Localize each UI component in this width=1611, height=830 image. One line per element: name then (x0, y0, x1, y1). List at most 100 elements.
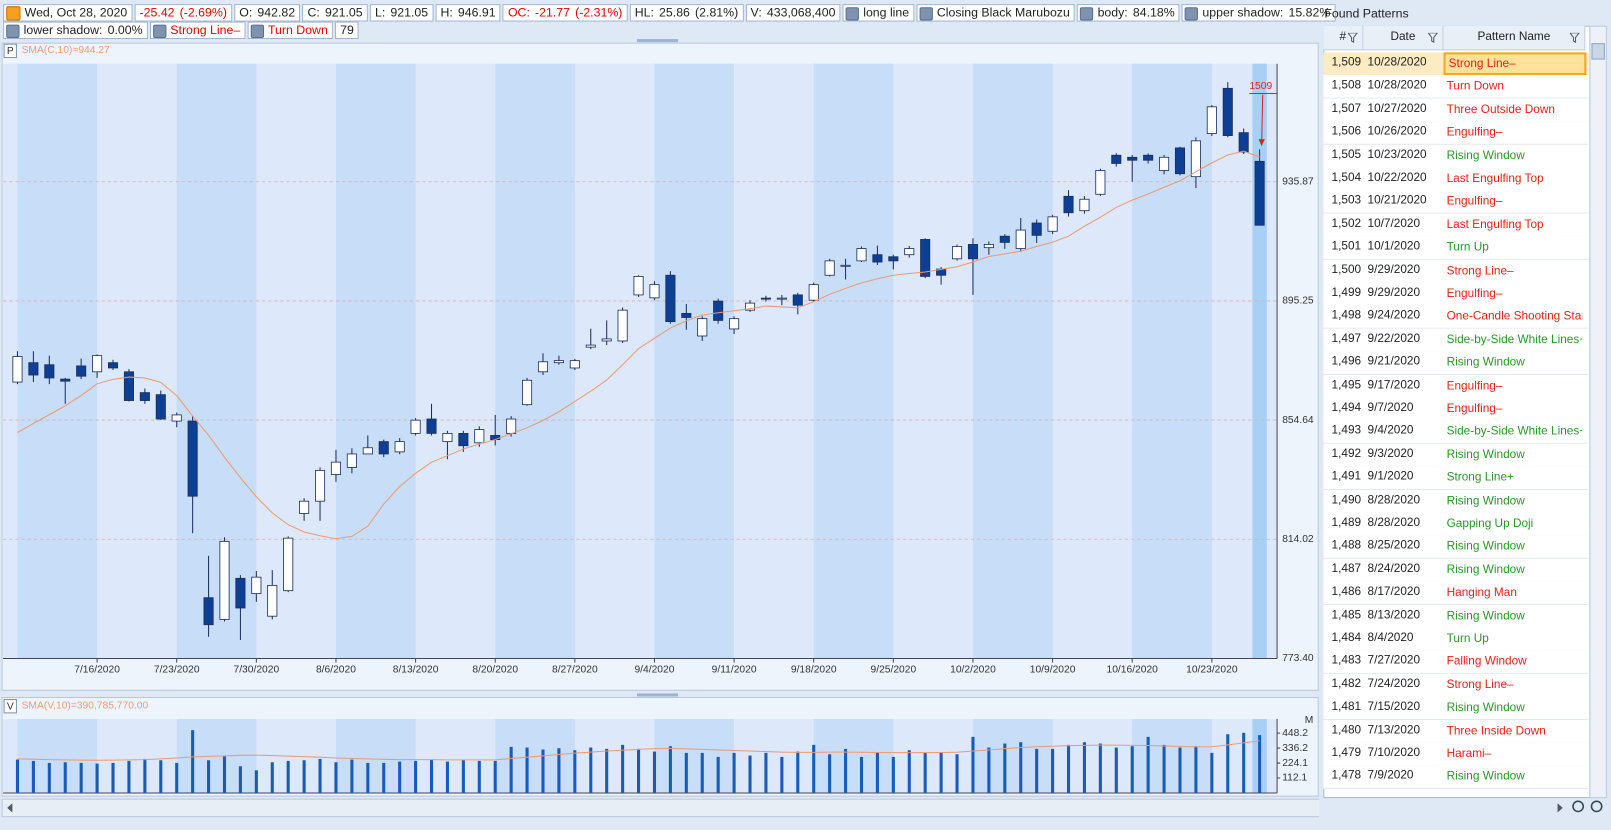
pattern-name: Three Inside Down (1446, 724, 1546, 738)
v-scrollbar[interactable] (1589, 25, 1607, 799)
zoom-in[interactable] (1590, 800, 1603, 813)
volume-bar (111, 762, 115, 794)
row-number: 1,488 (1331, 539, 1362, 553)
row-number: 1,506 (1331, 125, 1362, 138)
info-text: L: (374, 5, 386, 20)
info-text: 84.18% (1132, 5, 1175, 20)
volume-bar (1242, 732, 1246, 794)
x-tick-label: 8/20/2020 (472, 664, 518, 675)
volume-bar (1051, 748, 1055, 794)
info-box: H: 946.91 (435, 4, 501, 22)
candle-body (856, 248, 867, 262)
row-number: 1,480 (1331, 723, 1362, 737)
volume-bar (445, 761, 449, 794)
row-date: 10/21/2020 (1367, 194, 1427, 207)
column-header[interactable]: # (1323, 25, 1364, 51)
week-band (654, 63, 735, 659)
pattern-name: Rising Window (1446, 494, 1525, 508)
row-date: 9/1/2020 (1367, 470, 1414, 483)
volume-bar (621, 744, 625, 794)
row-number: 1,509 (1331, 56, 1362, 69)
x-tick-label: 10/9/2020 (1030, 664, 1076, 675)
info-text: -25.42 (139, 5, 175, 20)
row-date: 8/28/2020 (1367, 516, 1421, 530)
table-row[interactable] (1323, 765, 1589, 790)
volume-bar (525, 747, 529, 794)
pattern-name: Rising Window (1446, 609, 1525, 623)
filter-icon[interactable] (1428, 32, 1439, 43)
pattern-name: Strong Line– (1446, 264, 1514, 277)
header-text: Date (1390, 30, 1416, 44)
row-number: 1,484 (1331, 631, 1362, 645)
row-number: 1,501 (1331, 240, 1362, 253)
candle-body (681, 312, 692, 318)
help-icon[interactable] (919, 7, 933, 21)
candle-body (1222, 87, 1233, 136)
filter-icon[interactable] (1569, 32, 1580, 43)
candle-body (315, 469, 326, 502)
info-box: Wed, Oct 28, 2020 (3, 4, 133, 22)
x-tick-label: 7/30/2020 (234, 664, 280, 675)
help-icon[interactable] (152, 24, 167, 39)
volume-bar (47, 762, 51, 794)
help-icon[interactable] (1080, 7, 1094, 21)
info-box: -25.42 (-2.69%) (134, 4, 233, 22)
volume-bar (382, 762, 386, 794)
week-band (17, 63, 98, 659)
gear-icon[interactable] (6, 6, 21, 21)
volume-bar (1098, 743, 1102, 794)
info-box: Turn Down (247, 21, 333, 40)
row-date: 9/3/2020 (1367, 447, 1414, 460)
row-number: 1,493 (1331, 424, 1362, 437)
candle-body (187, 420, 198, 497)
legend-entry: SMA(V,10)=390,785,770.00 (22, 700, 149, 711)
scroll-right[interactable] (1557, 803, 1563, 813)
candle-body (1238, 132, 1249, 153)
volume-bar (429, 759, 434, 794)
volume-bar (668, 746, 672, 794)
info-text: body: (1097, 5, 1128, 20)
splitter[interactable] (637, 693, 679, 697)
row-date: 7/15/2020 (1367, 700, 1421, 714)
volume-bar (684, 752, 688, 794)
row-number: 1,490 (1331, 493, 1362, 507)
volume-bar (159, 760, 163, 794)
panel-title: Found Patterns (1324, 6, 1409, 21)
scroll-left[interactable] (7, 803, 13, 813)
info-text: Turn Down (267, 22, 328, 37)
v-scroll-thumb[interactable] (1591, 43, 1605, 60)
help-icon[interactable] (1184, 7, 1199, 21)
candle-body (601, 338, 612, 342)
scrollbar[interactable] (1, 798, 1320, 818)
help-icon[interactable] (250, 24, 264, 39)
volume-bar (127, 760, 131, 794)
filter-icon[interactable] (1347, 32, 1358, 43)
help-icon[interactable] (6, 24, 20, 39)
candle-body (44, 364, 55, 379)
candle-body (617, 309, 628, 342)
y-tick-label: 448.2 (1282, 728, 1308, 739)
help-icon[interactable] (845, 7, 860, 21)
splitter[interactable] (637, 39, 679, 43)
week-band (813, 63, 894, 659)
candle-body (713, 300, 724, 321)
pattern-name: Engulfing– (1446, 126, 1503, 139)
pattern-name: Rising Window (1446, 701, 1525, 715)
x-tick-label: 8/27/2020 (552, 664, 598, 675)
candle-body (490, 435, 501, 440)
row-number: 1,482 (1331, 677, 1362, 691)
candle-body (1015, 229, 1026, 249)
row-date: 7/24/2020 (1367, 677, 1421, 691)
x-tick-label: 9/11/2020 (712, 664, 757, 675)
volume-bar (732, 752, 736, 794)
candle-body (251, 576, 262, 595)
volume-bar (971, 736, 975, 794)
x-tick-label: 8/13/2020 (393, 664, 439, 675)
week-band (17, 719, 98, 794)
candle-body (442, 432, 453, 443)
zoom-out[interactable] (1572, 800, 1585, 813)
candle-body (776, 297, 787, 300)
column-header[interactable]: Pattern Name (1443, 25, 1586, 51)
column-header[interactable]: Date (1363, 25, 1444, 51)
volume-bar (493, 760, 497, 794)
